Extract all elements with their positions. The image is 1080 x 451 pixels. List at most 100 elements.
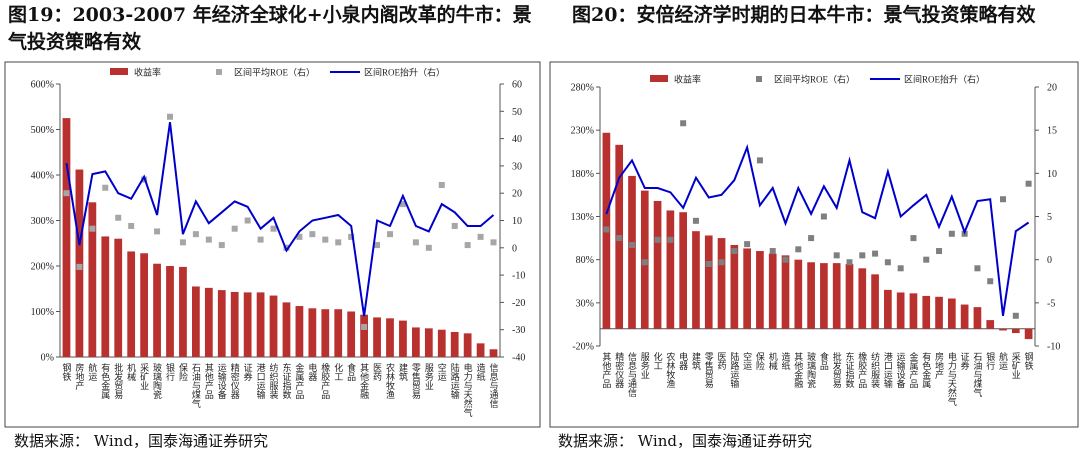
scatter-point	[296, 233, 303, 240]
bar	[88, 202, 97, 357]
bar	[807, 262, 815, 329]
scatter-point	[490, 239, 497, 246]
x-tick-label: 证券	[960, 352, 970, 371]
bar	[399, 320, 407, 357]
x-tick-label: 医药	[717, 352, 727, 371]
x-tick-label: 精密仪器	[230, 362, 240, 399]
bar	[653, 200, 662, 329]
y2-tick-label: 5	[1047, 212, 1052, 223]
bar	[743, 248, 751, 329]
bar	[256, 292, 265, 357]
bar	[192, 286, 200, 357]
x-tick-label: 电器	[678, 351, 688, 370]
scatter-point	[374, 242, 381, 249]
legend-swatch	[756, 76, 762, 82]
y-tick-label: 400%	[31, 171, 54, 182]
bar	[628, 175, 636, 329]
x-tick-label: 其他产品	[601, 352, 611, 389]
bar	[140, 253, 148, 357]
scatter-point	[361, 323, 368, 330]
y-tick-label: -20%	[572, 342, 594, 353]
scatter-point	[756, 157, 763, 164]
bar	[999, 328, 1007, 331]
x-tick-label: 石油与煤气	[191, 363, 201, 408]
scatter-point	[705, 260, 712, 267]
x-tick-label: 纺织服装	[269, 362, 279, 400]
y-tick-label: 100%	[31, 307, 54, 318]
x-tick-label: 造纸	[781, 351, 791, 371]
x-tick-label: 空运	[437, 362, 447, 382]
x-tick-label: 钢铁	[61, 362, 71, 382]
y2-tick-label: -40	[512, 353, 525, 364]
x-tick-label: 保险	[755, 351, 765, 371]
bar	[794, 259, 803, 329]
y2-tick-label: 50	[512, 107, 522, 118]
x-tick-label: 运输设备	[896, 352, 906, 388]
x-tick-label: 化工	[333, 362, 343, 381]
chart-frame	[549, 61, 1079, 428]
x-tick-label: 信息与通信	[627, 351, 637, 398]
x-tick-label: 运输设备	[217, 363, 227, 399]
x-tick-label: 建筑	[691, 351, 701, 371]
scatter-point	[477, 233, 484, 240]
chart-frame	[4, 61, 541, 428]
bar	[114, 238, 123, 357]
scatter-point	[718, 259, 725, 266]
y2-tick-label: 20	[512, 189, 522, 200]
scatter-point	[897, 265, 904, 272]
x-tick-label: 农林牧渔	[385, 362, 395, 399]
bar	[666, 210, 675, 329]
bar	[973, 307, 982, 329]
bar	[101, 236, 110, 357]
scatter-point	[89, 225, 96, 232]
legend-label: 收益率	[134, 67, 161, 78]
x-tick-label: 采矿业	[139, 363, 149, 390]
scatter-point	[859, 252, 866, 259]
bar	[62, 118, 71, 357]
bar	[679, 212, 687, 329]
x-tick-label: 石油与煤气	[972, 352, 982, 397]
scatter-point	[257, 236, 264, 243]
scatter-point	[179, 239, 186, 246]
bar	[75, 169, 84, 357]
bar	[127, 251, 136, 357]
x-tick-label: 房地产	[934, 351, 944, 380]
bar	[489, 349, 498, 357]
x-tick-label: 纺织服装	[870, 351, 880, 389]
scatter-point	[936, 248, 943, 255]
y-tick-label: 500%	[31, 125, 54, 136]
x-tick-label: 采矿业	[1011, 352, 1021, 379]
scatter-point	[1025, 180, 1032, 187]
bar	[243, 292, 252, 357]
bar	[704, 235, 713, 329]
x-tick-label: 其他金融	[793, 352, 803, 389]
scatter-point	[322, 236, 329, 243]
bar	[386, 318, 394, 357]
scatter-point	[348, 233, 355, 240]
scatter-point	[309, 231, 316, 238]
scatter-point	[782, 256, 789, 263]
x-tick-label: 玻璃陶瓷	[152, 362, 162, 400]
y2-tick-label: 20	[1047, 83, 1057, 94]
x-tick-label: 机械	[768, 351, 778, 371]
bar	[437, 329, 446, 357]
scatter-point	[987, 278, 994, 285]
chart-title: 图19：2003-2007 年经济全球化+小泉内阁改革的牛市：景气投资策略有效	[8, 4, 532, 53]
bar	[960, 304, 969, 329]
bar	[768, 253, 777, 329]
bar	[884, 289, 892, 329]
scatter-point	[231, 225, 238, 232]
x-tick-label: 航运	[998, 351, 1008, 371]
bar	[217, 290, 226, 357]
scatter-point	[628, 241, 635, 248]
bar	[986, 320, 995, 329]
x-tick-label: 电力与天然气	[947, 351, 957, 406]
x-tick-label: 信息与通信	[489, 362, 499, 409]
x-tick-label: 精密仪器	[614, 351, 624, 388]
scatter-point	[438, 182, 445, 189]
y2-tick-label: 10	[1047, 169, 1057, 180]
bar	[845, 263, 854, 329]
x-tick-label: 批发贸易	[832, 351, 842, 389]
x-tick-label: 批发贸易	[113, 362, 123, 400]
